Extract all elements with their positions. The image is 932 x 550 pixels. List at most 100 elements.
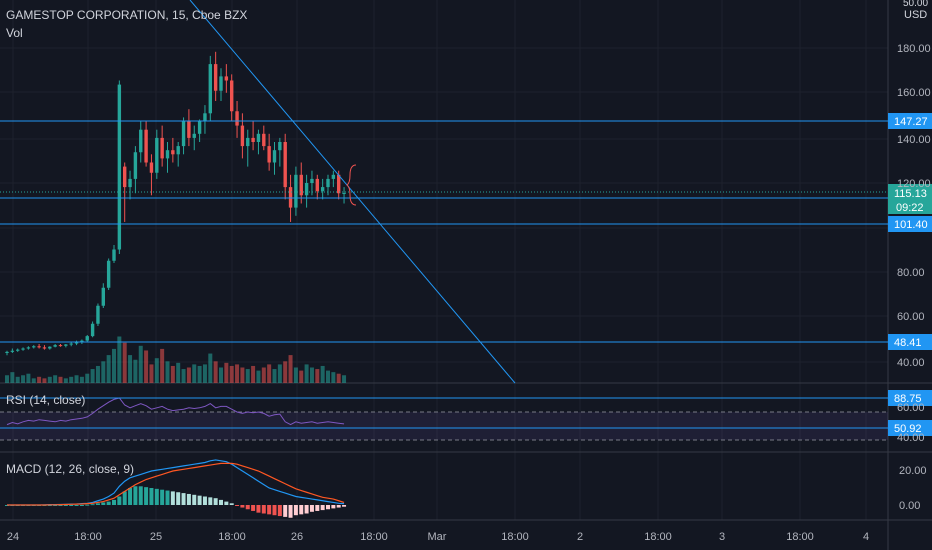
candle-body xyxy=(37,346,41,348)
rsi-level-label: 50.92 xyxy=(894,423,922,435)
volume-bar xyxy=(342,375,347,383)
candle-body xyxy=(337,174,341,194)
macd-histogram-bar xyxy=(165,490,170,505)
macd-histogram-bar xyxy=(240,505,245,508)
macd-tick-label: 20.00 xyxy=(899,465,927,477)
price-axis-top-label: 50.00 xyxy=(903,0,929,9)
volume-bar xyxy=(181,369,186,383)
volume-bar xyxy=(299,370,304,383)
candle-body xyxy=(288,187,293,208)
volume-bar xyxy=(149,364,154,383)
volume-bar xyxy=(122,342,127,383)
volume-bar xyxy=(47,376,52,383)
volume-bar xyxy=(240,367,245,383)
volume-bar xyxy=(283,361,288,383)
volume-bar xyxy=(21,375,26,383)
candle-body xyxy=(58,345,63,347)
macd-histogram-bar xyxy=(112,499,116,505)
volume-bar xyxy=(219,367,223,383)
volume-bar xyxy=(165,361,170,383)
volume-bar xyxy=(170,365,175,383)
time-tick-label: 2 xyxy=(577,531,583,543)
rsi-tick-label: 40.00 xyxy=(897,432,925,444)
candle-body xyxy=(219,76,223,91)
volume-bar xyxy=(117,336,122,383)
time-tick-label: 4 xyxy=(863,531,869,543)
candle-body xyxy=(139,129,143,153)
bracket-annotation[interactable] xyxy=(346,164,357,206)
macd-histogram-bar xyxy=(69,505,74,506)
volume-bar xyxy=(235,364,240,383)
macd-histogram-bar xyxy=(101,502,106,505)
candle-body xyxy=(32,346,36,348)
macd-pane xyxy=(5,459,347,518)
candle-body xyxy=(149,162,154,173)
price-axis[interactable]: 40.00 60.00 80.00 120.00 140.00 160.00 180.00 6… xyxy=(897,43,931,512)
price-tick-label: 120.00 xyxy=(897,178,931,190)
macd-signal-line xyxy=(7,462,345,506)
time-axis[interactable]: 24 18:00 25 18:00 26 18:00 Mar 18:00 2 18:00 3 18:0… xyxy=(7,531,869,543)
macd-legend: MACD (12, 26, close, 9) xyxy=(6,462,135,476)
candlesticks[interactable] xyxy=(5,51,346,356)
candle-body xyxy=(85,336,89,341)
level-price-tag xyxy=(888,216,932,232)
candle-body xyxy=(96,305,100,324)
trendline[interactable] xyxy=(189,0,516,384)
macd-histogram-bar xyxy=(288,505,293,518)
rsi-level-label: 88.75 xyxy=(894,393,922,405)
macd-histogram-bar xyxy=(58,505,63,506)
volume-bar xyxy=(245,369,250,383)
candle-body xyxy=(53,345,57,347)
rsi-tick-label: 60.00 xyxy=(897,402,925,414)
volume-bar xyxy=(176,362,181,383)
volume-bar xyxy=(74,375,79,383)
volume-bar xyxy=(85,373,90,383)
trendline[interactable] xyxy=(189,0,516,384)
candle-body xyxy=(10,350,15,352)
candle-body xyxy=(48,346,52,349)
candle-body xyxy=(230,80,234,112)
time-tick-label: 18:00 xyxy=(218,531,246,543)
volume-bar xyxy=(26,373,31,383)
candle-body xyxy=(208,64,212,114)
time-tick-label: 24 xyxy=(7,531,19,543)
macd-histogram-bar xyxy=(160,489,165,505)
macd-histogram-bar xyxy=(85,504,90,506)
level-price-label: 101.40 xyxy=(894,219,928,231)
macd-histogram-bar xyxy=(170,491,175,505)
volume-bar xyxy=(10,372,15,383)
price-tick-label: 60.00 xyxy=(897,311,925,323)
volume-bar xyxy=(154,358,159,383)
candle-body xyxy=(187,121,191,138)
macd-histogram-bar xyxy=(197,495,202,505)
volume-bar xyxy=(208,353,213,383)
macd-histogram-bar xyxy=(272,505,277,516)
macd-histogram-bar xyxy=(251,505,256,511)
time-tick-label: 18:00 xyxy=(786,531,814,543)
time-tick-label: Mar xyxy=(428,531,447,543)
candle-body xyxy=(304,183,309,196)
macd-histogram-bar xyxy=(213,498,218,505)
macd-histogram-bar xyxy=(95,503,100,505)
macd-histogram-bar xyxy=(283,505,288,517)
candle-body xyxy=(197,121,202,134)
macd-histogram-bar xyxy=(331,505,336,509)
macd-histogram-bar xyxy=(224,501,229,505)
rsi-line xyxy=(6,397,345,426)
currency-label: USD xyxy=(904,9,928,21)
macd-histogram-bar xyxy=(304,505,309,514)
volume-bar xyxy=(42,378,47,383)
volume-bar xyxy=(128,355,133,383)
volume-bar xyxy=(213,361,218,383)
candle-body xyxy=(326,178,330,188)
macd-histogram-bar xyxy=(117,496,122,505)
volume-bar xyxy=(261,367,266,383)
volume-bar xyxy=(272,369,277,383)
candle-body xyxy=(101,287,105,306)
volume-bar xyxy=(95,365,100,383)
level-price-label: 48.41 xyxy=(894,337,922,349)
candle-body xyxy=(165,150,170,159)
candle-body xyxy=(278,142,282,151)
